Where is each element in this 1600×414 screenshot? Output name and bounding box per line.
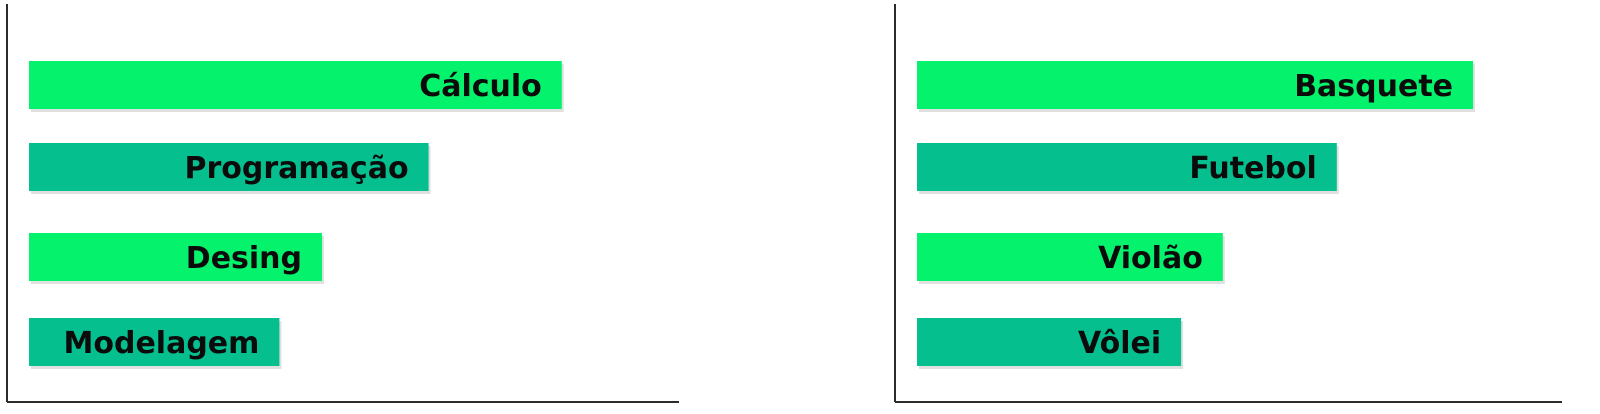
bar-label: Violão bbox=[1098, 241, 1203, 276]
bar-group: Desing bbox=[29, 233, 325, 284]
bar-group: Violão bbox=[917, 233, 1225, 284]
bar-group: Basquete bbox=[917, 61, 1476, 112]
bar bbox=[29, 143, 429, 191]
chart-left: Cálculo Programação Desing Modelagem bbox=[0, 0, 700, 414]
bar-group: Programação bbox=[29, 143, 431, 194]
bar bbox=[29, 318, 280, 366]
bar bbox=[29, 61, 562, 109]
bar bbox=[29, 233, 323, 281]
chart-right-svg: Basquete Futebol Violão Vôlei bbox=[894, 4, 1562, 403]
bar bbox=[917, 143, 1337, 191]
bar-label: Vôlei bbox=[1078, 326, 1161, 361]
bar-label: Futebol bbox=[1189, 151, 1316, 186]
bar-group: Cálculo bbox=[29, 61, 564, 112]
bar-group: Futebol bbox=[917, 143, 1339, 194]
chart-left-svg: Cálculo Programação Desing Modelagem bbox=[6, 4, 679, 403]
chart-right: Basquete Futebol Violão Vôlei bbox=[894, 0, 1600, 414]
bar-label: Programação bbox=[185, 151, 409, 186]
bar bbox=[917, 318, 1182, 366]
bar-label: Cálculo bbox=[419, 69, 542, 104]
bar-label: Modelagem bbox=[64, 326, 260, 361]
bar bbox=[917, 233, 1223, 281]
bar-group: Modelagem bbox=[29, 318, 282, 369]
bar-label: Desing bbox=[186, 241, 302, 276]
bar-group: Vôlei bbox=[917, 318, 1184, 369]
bar-label: Basquete bbox=[1294, 69, 1453, 104]
bar bbox=[917, 61, 1474, 109]
